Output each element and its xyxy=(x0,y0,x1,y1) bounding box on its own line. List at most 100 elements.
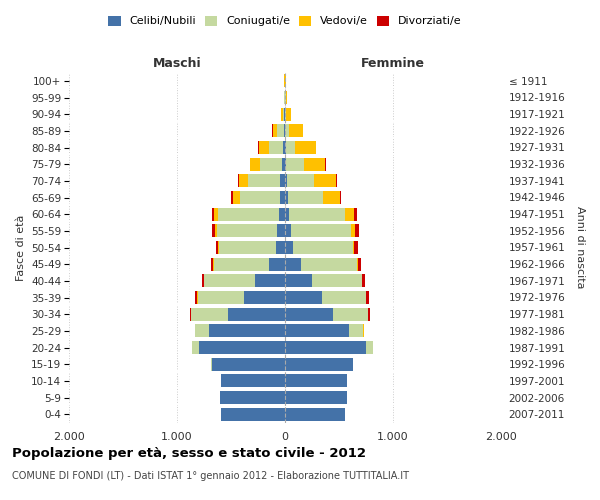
Bar xyxy=(195,324,285,338)
Bar xyxy=(197,291,285,304)
Bar xyxy=(285,258,358,270)
Bar xyxy=(285,274,362,287)
Bar xyxy=(285,241,353,254)
Bar xyxy=(285,324,364,338)
Bar xyxy=(285,274,312,287)
Bar xyxy=(221,374,285,388)
Bar xyxy=(285,308,368,320)
Bar xyxy=(228,308,285,320)
Bar xyxy=(269,258,285,270)
Bar xyxy=(248,174,285,188)
Bar xyxy=(285,391,347,404)
Bar xyxy=(285,374,347,388)
Bar xyxy=(285,124,304,138)
Bar xyxy=(285,408,346,420)
Bar xyxy=(283,141,285,154)
Text: Maschi: Maschi xyxy=(152,57,202,70)
Bar xyxy=(269,141,285,154)
Bar xyxy=(285,374,347,388)
Bar xyxy=(285,324,364,338)
Bar xyxy=(285,374,347,388)
Bar xyxy=(285,191,323,204)
Bar xyxy=(285,241,358,254)
Bar xyxy=(285,224,352,237)
Bar xyxy=(285,274,365,287)
Bar xyxy=(219,241,285,254)
Bar xyxy=(272,124,285,138)
Bar xyxy=(285,358,353,370)
Bar xyxy=(211,258,285,270)
Bar xyxy=(285,124,289,138)
Bar xyxy=(191,308,285,320)
Bar xyxy=(285,158,325,170)
Bar xyxy=(285,174,336,188)
Bar xyxy=(232,191,285,204)
Bar xyxy=(285,308,368,320)
Bar xyxy=(285,174,287,188)
Bar xyxy=(284,91,285,104)
Bar xyxy=(212,224,285,237)
Bar xyxy=(285,108,291,120)
Bar xyxy=(202,274,285,287)
Bar xyxy=(239,191,285,204)
Bar xyxy=(191,308,285,320)
Bar xyxy=(233,191,285,204)
Bar xyxy=(221,374,285,388)
Bar xyxy=(285,358,353,370)
Bar xyxy=(285,191,288,204)
Bar xyxy=(285,191,341,204)
Bar xyxy=(285,141,286,154)
Bar xyxy=(285,341,373,354)
Text: Popolazione per età, sesso e stato civile - 2012: Popolazione per età, sesso e stato civil… xyxy=(12,448,366,460)
Bar xyxy=(285,91,287,104)
Bar xyxy=(285,291,367,304)
Bar xyxy=(285,74,286,88)
Bar xyxy=(285,208,289,220)
Bar xyxy=(218,241,285,254)
Bar xyxy=(285,258,357,270)
Bar xyxy=(218,208,285,220)
Bar xyxy=(285,341,366,354)
Bar xyxy=(192,341,285,354)
Bar xyxy=(214,208,285,220)
Bar xyxy=(220,391,285,404)
Bar xyxy=(285,358,353,370)
Bar xyxy=(285,174,314,188)
Bar xyxy=(285,174,337,188)
Bar xyxy=(285,208,354,220)
Bar xyxy=(285,391,347,404)
Bar xyxy=(285,224,359,237)
Y-axis label: Anni di nascita: Anni di nascita xyxy=(575,206,585,288)
Bar xyxy=(196,291,285,304)
Bar xyxy=(285,291,366,304)
Bar xyxy=(260,158,285,170)
Bar xyxy=(212,358,285,370)
Bar xyxy=(285,158,304,170)
Bar xyxy=(285,241,355,254)
Bar xyxy=(239,174,285,188)
Bar xyxy=(284,91,285,104)
Bar xyxy=(215,241,285,254)
Bar xyxy=(280,191,285,204)
Bar xyxy=(285,274,362,287)
Bar xyxy=(195,324,285,338)
Bar xyxy=(285,358,353,370)
Bar xyxy=(285,241,293,254)
Bar xyxy=(285,158,286,170)
Bar xyxy=(280,174,285,188)
Bar xyxy=(285,224,355,237)
Text: COMUNE DI FONDI (LT) - Dati ISTAT 1° gennaio 2012 - Elaborazione TUTTITALIA.IT: COMUNE DI FONDI (LT) - Dati ISTAT 1° gen… xyxy=(12,471,409,481)
Bar xyxy=(190,308,285,320)
Bar xyxy=(285,124,303,138)
Bar xyxy=(285,91,287,104)
Bar xyxy=(285,308,370,320)
Bar xyxy=(213,258,285,270)
Bar xyxy=(277,241,285,254)
Bar xyxy=(238,174,285,188)
Bar xyxy=(278,208,285,220)
Bar xyxy=(285,91,286,104)
Bar xyxy=(221,374,285,388)
Bar xyxy=(212,208,285,220)
Bar xyxy=(281,108,285,120)
Bar xyxy=(285,208,357,220)
